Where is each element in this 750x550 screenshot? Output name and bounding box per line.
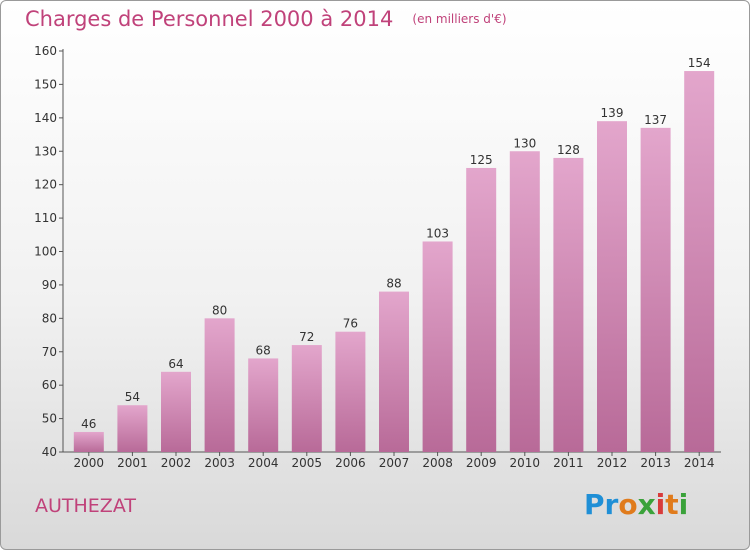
chart-title-row: Charges de Personnel 2000 à 2014 (en mil… <box>25 7 507 31</box>
bar-value-label: 88 <box>386 277 401 291</box>
y-tick-label: 70 <box>42 345 57 359</box>
bar-2007 <box>379 291 409 452</box>
bar-2006 <box>335 331 366 452</box>
bar-value-label: 64 <box>168 357 183 371</box>
x-tick-label: 2005 <box>292 456 323 470</box>
bar-2010 <box>509 151 540 452</box>
bar-value-label: 154 <box>688 56 711 70</box>
y-tick-label: 120 <box>34 178 57 192</box>
x-tick-label: 2008 <box>422 456 453 470</box>
x-tick-label: 2004 <box>248 456 279 470</box>
x-tick-label: 2002 <box>161 456 192 470</box>
bar-value-label: 137 <box>644 113 667 127</box>
x-tick-label: 2007 <box>379 456 410 470</box>
x-tick-label: 2000 <box>74 456 105 470</box>
bar-value-label: 80 <box>212 303 227 317</box>
bar-2013 <box>640 127 671 452</box>
y-tick-label: 100 <box>34 245 57 259</box>
x-tick-label: 2014 <box>684 456 715 470</box>
x-tick-label: 2013 <box>640 456 671 470</box>
y-tick-label: 150 <box>34 77 57 91</box>
y-tick-label: 90 <box>42 278 57 292</box>
bar-value-label: 125 <box>470 153 493 167</box>
bar-value-label: 46 <box>81 417 96 431</box>
x-tick-label: 2009 <box>466 456 497 470</box>
bar-value-label: 72 <box>299 330 314 344</box>
bar-2003 <box>204 318 235 452</box>
bar-value-label: 130 <box>513 136 536 150</box>
bar-2000 <box>73 431 104 452</box>
chart-title: Charges de Personnel 2000 à 2014 <box>25 7 394 31</box>
bar-value-label: 139 <box>601 106 624 120</box>
y-tick-label: 130 <box>34 144 57 158</box>
x-tick-label: 2012 <box>597 456 628 470</box>
x-tick-label: 2011 <box>553 456 584 470</box>
x-tick-label: 2003 <box>204 456 235 470</box>
bar-2005 <box>291 345 322 452</box>
y-tick-label: 80 <box>42 311 57 325</box>
x-tick-label: 2010 <box>510 456 541 470</box>
y-tick-label: 140 <box>34 111 57 125</box>
bar-value-label: 128 <box>557 143 580 157</box>
bar-2008 <box>422 241 453 452</box>
commune-name: AUTHEZAT <box>35 495 136 517</box>
bar-2009 <box>466 167 497 453</box>
bar-value-label: 54 <box>125 390 140 404</box>
bar-2012 <box>597 121 627 453</box>
y-tick-label: 50 <box>42 412 57 426</box>
x-tick-label: 2001 <box>117 456 148 470</box>
y-tick-label: 110 <box>34 211 57 225</box>
bar-2011 <box>553 157 584 452</box>
y-tick-label: 40 <box>42 445 57 459</box>
bar-value-label: 103 <box>426 226 449 240</box>
bar-value-label: 76 <box>343 317 358 331</box>
bar-value-label: 68 <box>256 343 271 357</box>
bar-2014 <box>684 71 715 453</box>
x-tick-label: 2006 <box>335 456 366 470</box>
chart-subtitle: (en milliers d'€) <box>412 12 507 26</box>
y-tick-label: 160 <box>34 44 57 58</box>
bar-2001 <box>117 405 148 452</box>
y-tick-label: 60 <box>42 378 57 392</box>
bar-2004 <box>248 358 279 452</box>
bar-2002 <box>161 371 191 452</box>
proxiti-logo: Proxiti <box>584 488 689 521</box>
